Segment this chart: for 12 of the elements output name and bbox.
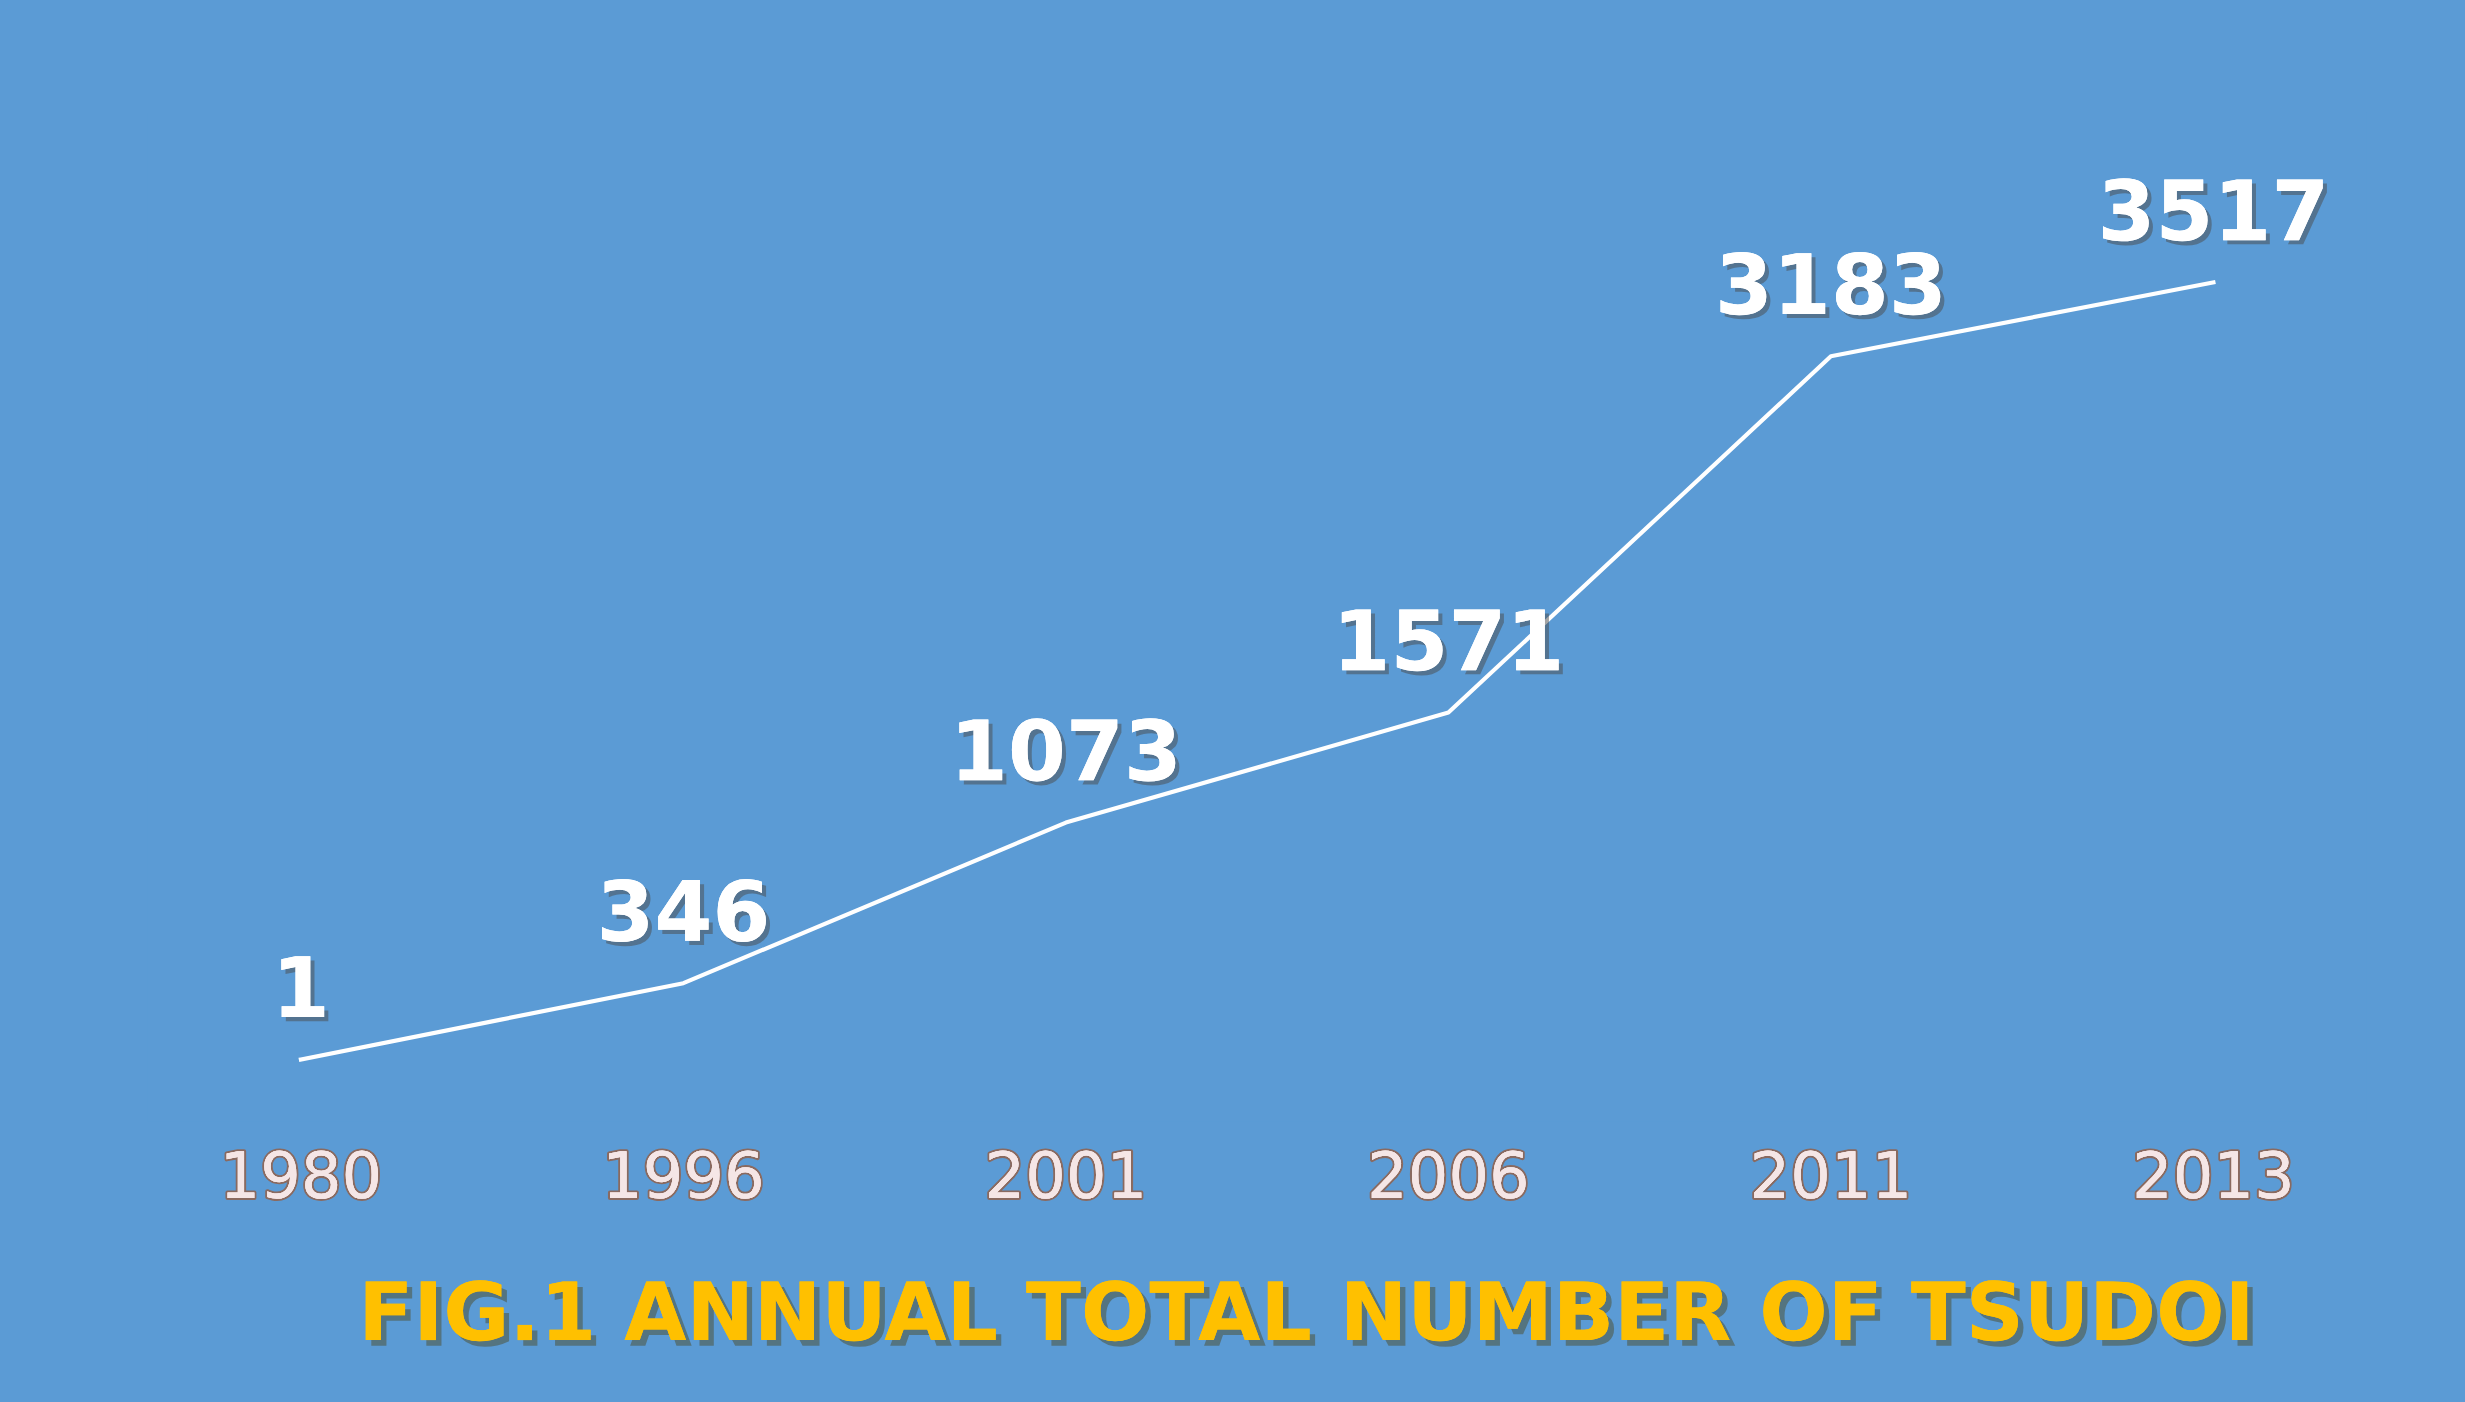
data-label: 3183 bbox=[1720, 252, 1945, 320]
x-tick-label: 2013 bbox=[2136, 1150, 2290, 1199]
data-label: 1073 bbox=[959, 718, 1180, 786]
data-label: 3517 bbox=[2103, 178, 2327, 246]
x-tick-label: 2001 bbox=[989, 1150, 1142, 1199]
x-tick-label: 2006 bbox=[1371, 1150, 1526, 1199]
text: FIG.1 ANNUAL TOTAL NUMBER OF TSUDOI bbox=[365, 1280, 2253, 1347]
data-label: 1 bbox=[281, 956, 329, 1022]
x-tick-label: 1996 bbox=[609, 1150, 761, 1199]
x-tick-label: 2011 bbox=[1754, 1150, 1907, 1199]
x-tick-label: 1980 bbox=[226, 1150, 378, 1199]
data-label: 346 bbox=[602, 879, 771, 947]
